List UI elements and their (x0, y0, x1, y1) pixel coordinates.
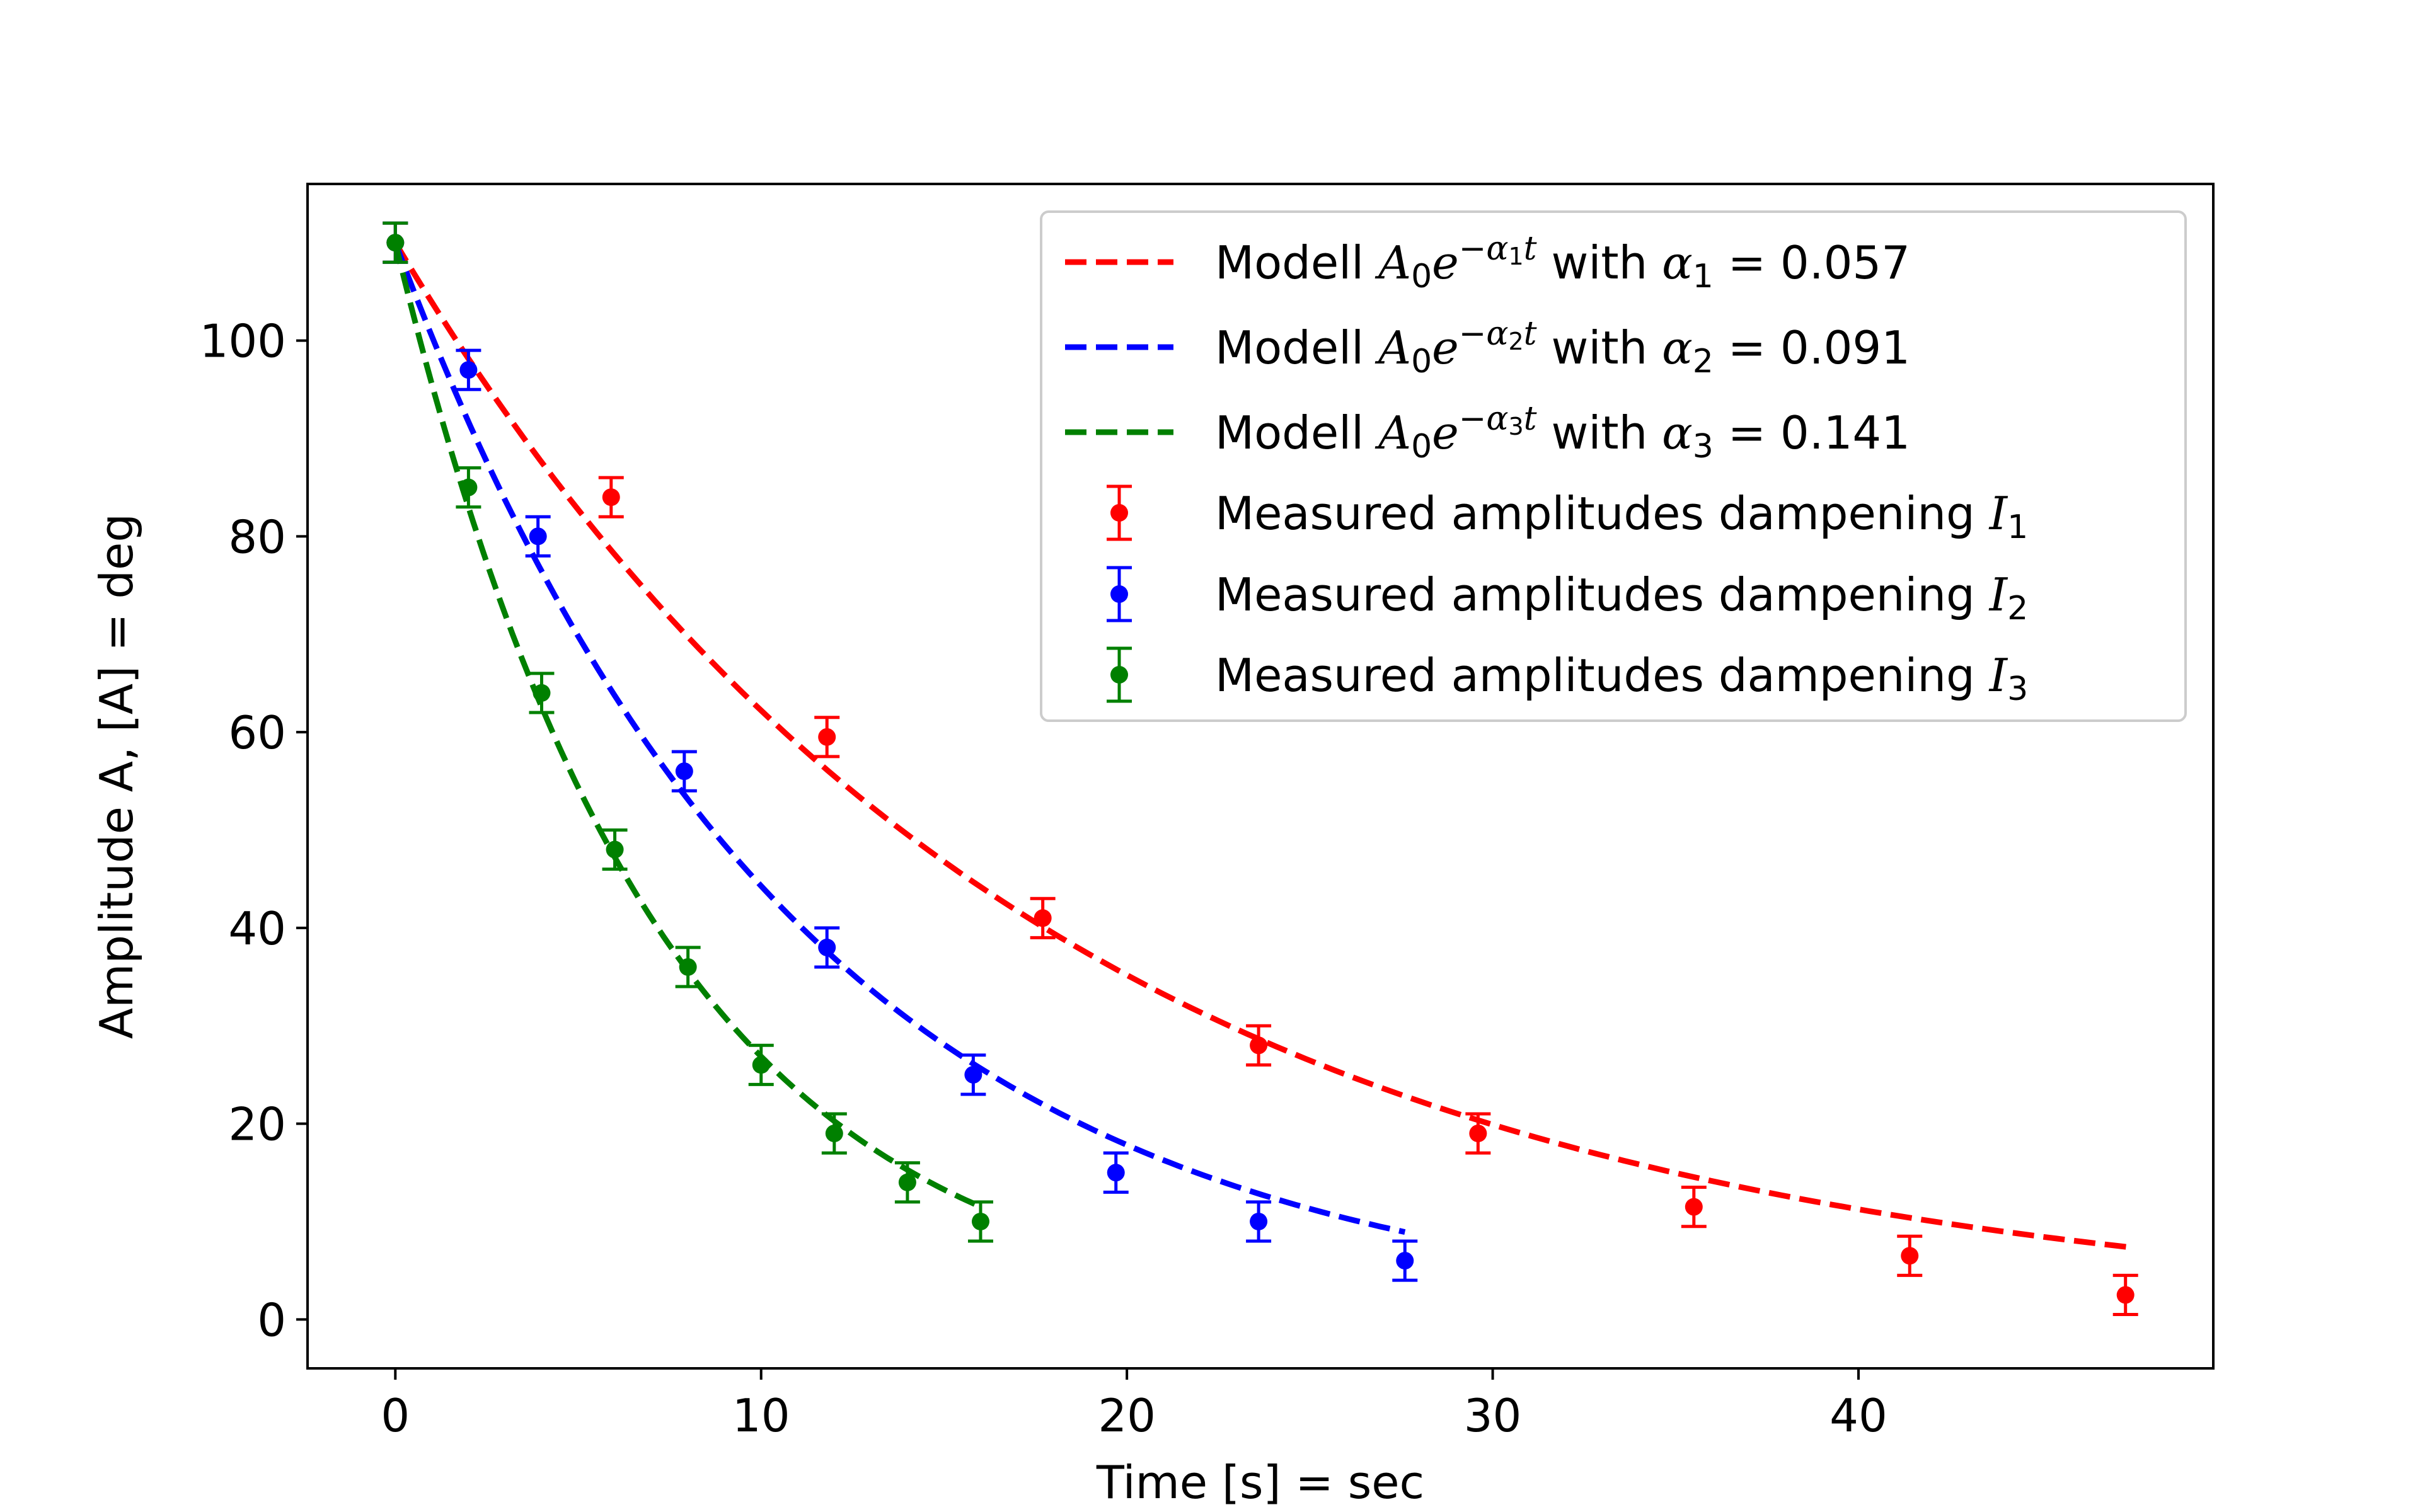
y-tick-label: 100 (200, 315, 286, 368)
data-point (602, 488, 620, 507)
x-tick-label: 0 (381, 1389, 410, 1442)
legend-label-model-2: Modell A0e−α2t with α2 = 0.091 (1215, 315, 1910, 381)
data-point (1250, 1036, 1268, 1055)
legend-handle-marker (1110, 585, 1128, 603)
data-point (606, 840, 624, 859)
x-axis-label: Time [s] = sec (1096, 1456, 1424, 1509)
legend-label-model-3: Modell A0e−α3t with α3 = 0.141 (1215, 400, 1910, 466)
data-point (529, 527, 547, 546)
data-point (533, 684, 551, 702)
data-point (1469, 1125, 1487, 1143)
data-point (1685, 1198, 1703, 1216)
x-tick-label: 20 (1098, 1389, 1156, 1442)
series-1 (383, 221, 2138, 1317)
legend: Modell A0e−α1t with α1 = 0.057 Modell A0e… (1040, 210, 2187, 722)
data-point (1107, 1164, 1125, 1182)
data-point (1901, 1247, 1919, 1265)
y-tick-label: 0 (257, 1293, 286, 1346)
plot-content (383, 221, 2138, 1317)
data-point (679, 958, 697, 976)
model-curve-2 (393, 241, 1406, 1235)
data-point (818, 938, 836, 956)
legend-label-series-1: Measured amplitudes dampening I1 (1215, 487, 2028, 546)
data-point (459, 478, 478, 496)
legend-label-model-1: Modell A0e−α1t with α1 = 0.057 (1215, 230, 1910, 295)
y-tick-label: 40 (228, 902, 286, 955)
x-tick-label: 30 (1464, 1389, 1522, 1442)
plot-frame (306, 183, 2215, 1370)
data-point (386, 234, 405, 252)
x-tick-label: 40 (1829, 1389, 1887, 1442)
data-point (459, 361, 478, 379)
model-curve-1 (393, 241, 2130, 1251)
data-point (675, 762, 693, 781)
y-axis: 0 20 40 60 80 100 (200, 315, 308, 1346)
legend-label-series-2: Measured amplitudes dampening I2 (1215, 568, 2028, 627)
x-axis: 0 10 20 30 40 (381, 1368, 1887, 1442)
data-point (2116, 1286, 2135, 1304)
y-tick-label: 20 (228, 1098, 286, 1151)
legend-handle-marker (1110, 666, 1128, 684)
legend-frame (1040, 210, 2187, 722)
legend-label-series-3: Measured amplitudes dampening I3 (1215, 649, 2028, 708)
data-point (1396, 1252, 1414, 1270)
data-point (898, 1173, 916, 1191)
data-point (1250, 1212, 1268, 1230)
legend-handle-marker (1110, 504, 1128, 522)
data-point (825, 1125, 843, 1143)
y-tick-label: 80 (228, 510, 286, 563)
data-point (818, 728, 836, 746)
y-axis-label: Amplitude A, [A] = deg (90, 513, 143, 1039)
data-point (752, 1056, 770, 1074)
data-point (971, 1212, 989, 1230)
data-point (964, 1065, 982, 1084)
series-3 (383, 221, 993, 1243)
x-tick-label: 10 (732, 1389, 790, 1442)
y-tick-label: 60 (228, 706, 286, 759)
data-point (1034, 909, 1052, 927)
